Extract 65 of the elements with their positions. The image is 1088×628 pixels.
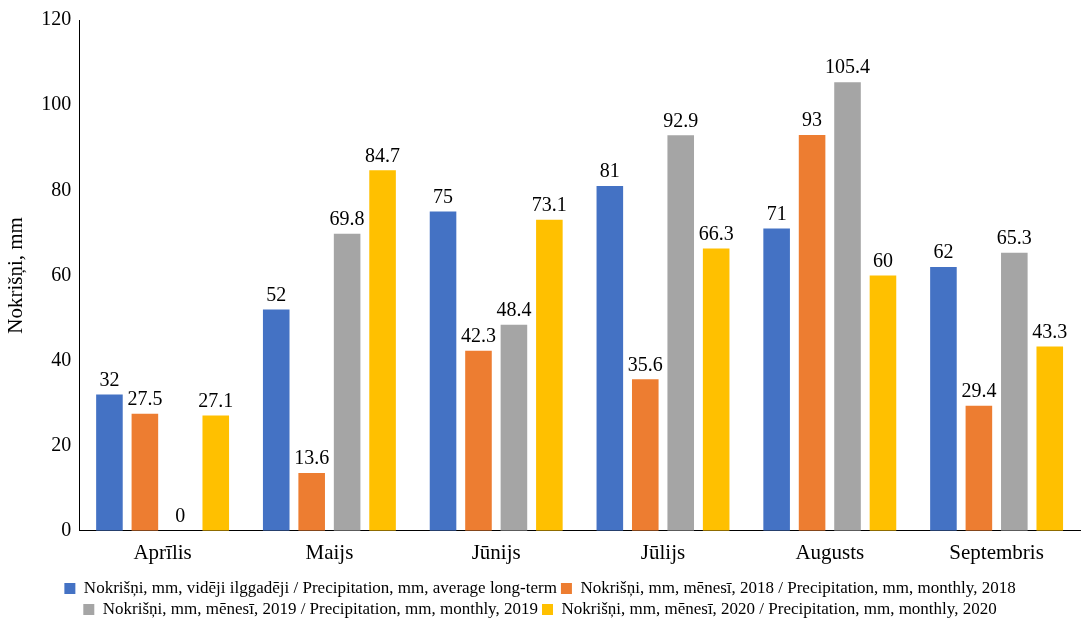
y-tick-label: 40 [51,347,72,370]
x-tick-label: Augusts [795,539,865,564]
x-tick-label: Septembris [949,539,1044,564]
y-axis-title: Nokrišņi, mm [3,217,28,334]
data-label: 52 [266,282,287,305]
bar [965,405,993,531]
data-label: 81 [599,159,620,182]
bar [763,228,790,531]
data-label: 27.1 [198,388,234,411]
data-label: 48.4 [496,298,532,321]
x-tick-label: Jūlijs [640,539,686,564]
bar [262,309,290,531]
bar [930,266,957,531]
legend-label: Nokrišņi, mm, vidēji ilggadēji / Precipitation, mm, average long-term [83,577,557,597]
bar [536,219,563,531]
y-tick-label: 60 [51,262,72,285]
data-label: 69.8 [329,206,365,229]
data-label: 43.3 [1032,319,1068,342]
data-label: 73.1 [531,192,567,215]
y-tick-label: 0 [61,518,72,541]
legend-label: Nokrišņi, mm, mēnesī, 2019 / Precipitation, mm, monthly, 2019 [102,598,538,618]
data-label: 29.4 [961,378,997,401]
data-label: 66.3 [698,221,734,244]
bar [869,275,897,531]
bar [596,186,624,531]
x-tick-label: Jūnijs [471,539,521,564]
data-label: 35.6 [627,352,663,375]
data-label: 84.7 [365,143,401,166]
data-label: 93 [802,108,823,131]
data-label: 65.3 [996,226,1032,249]
legend-label: Nokrišņi, mm, mēnesī, 2018 / Precipitation, mm, monthly, 2018 [580,577,1016,597]
bar [298,472,325,531]
bar [798,134,826,531]
data-label: 32 [99,367,120,390]
bar [429,211,457,531]
data-label: 60 [872,248,893,271]
bar [465,350,492,531]
bar [834,82,861,531]
data-label: 92.9 [663,108,699,131]
bar [369,170,396,531]
bar [631,379,659,531]
y-tick-label: 80 [51,177,72,200]
bar [702,248,730,531]
bar [202,415,230,531]
y-tick-label: 20 [51,432,72,455]
bar [333,233,361,531]
data-label: 0 [175,504,186,527]
bar [96,394,123,531]
x-tick-label: Maijs [305,539,354,564]
y-tick-label: 120 [41,7,72,30]
data-label: 13.6 [294,446,330,469]
data-label: 75 [433,184,454,207]
bar [1036,346,1064,531]
data-label: 62 [933,240,954,263]
x-tick-label: Aprīlis [133,539,192,564]
bar [131,413,159,531]
data-label: 42.3 [460,323,496,346]
y-tick-label: 100 [41,92,72,115]
data-label: 27.5 [127,386,163,409]
bar [667,135,695,531]
data-label: 71 [766,201,787,224]
bar [1001,252,1028,531]
bar [500,324,528,531]
data-label: 105.4 [825,55,871,78]
legend-label: Nokrišņi, mm, mēnesī, 2020 / Precipitation, mm, monthly, 2020 [561,598,997,618]
